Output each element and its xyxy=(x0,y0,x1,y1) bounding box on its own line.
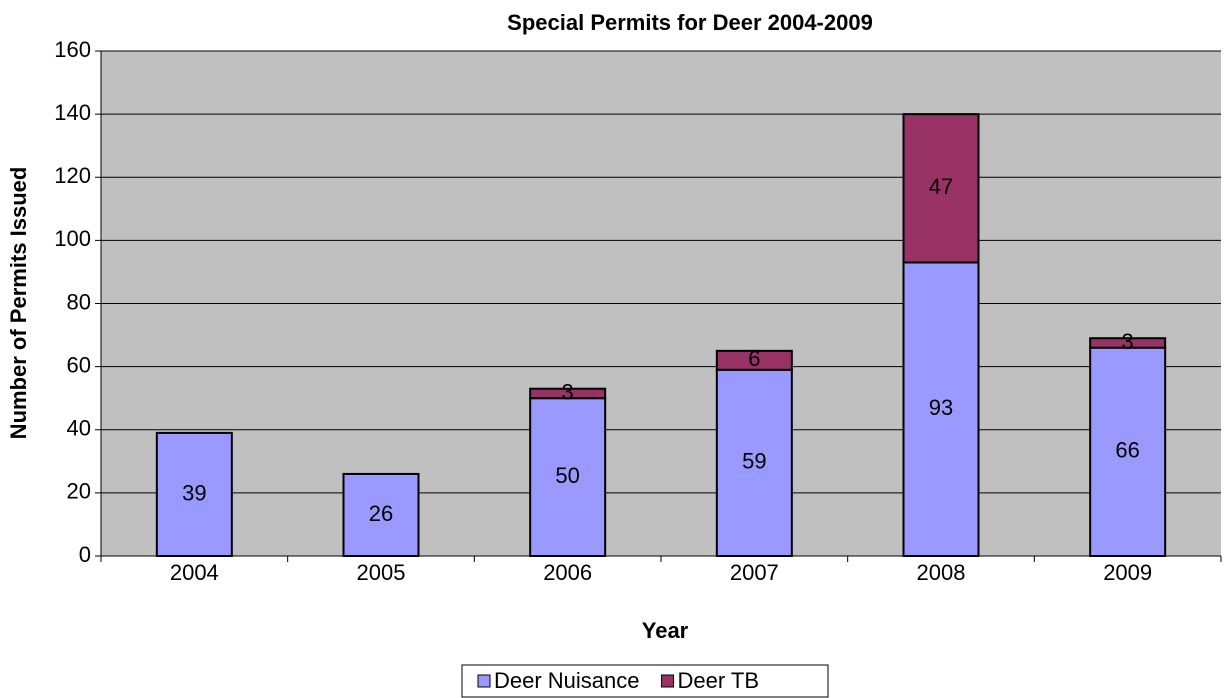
x-tick-label: 2005 xyxy=(357,560,406,585)
data-label: 39 xyxy=(182,480,206,505)
x-axis-label: Year xyxy=(642,618,689,643)
x-tick-label: 2004 xyxy=(170,560,219,585)
data-label: 3 xyxy=(1122,329,1134,354)
bar-segment xyxy=(529,397,607,557)
y-tick-label: 100 xyxy=(54,226,91,251)
y-tick-label: 20 xyxy=(67,479,91,504)
x-tick-label: 2006 xyxy=(543,560,592,585)
data-label: 26 xyxy=(369,501,393,526)
chart-title: Special Permits for Deer 2004-2009 xyxy=(507,10,873,35)
bar-segment xyxy=(342,472,420,557)
legend-swatch xyxy=(477,674,491,688)
x-tick-label: 2008 xyxy=(917,560,966,585)
data-label: 93 xyxy=(929,395,953,420)
legend-label: Deer Nuisance xyxy=(494,668,640,693)
x-tick-label: 2007 xyxy=(730,560,779,585)
bar-segment xyxy=(1089,346,1167,557)
x-tick-label: 2009 xyxy=(1103,560,1152,585)
y-tick-label: 40 xyxy=(67,416,91,441)
bar-segment xyxy=(529,387,607,400)
y-tick-label: 0 xyxy=(79,542,91,567)
legend-label: Deer TB xyxy=(678,668,760,693)
bar-segment xyxy=(715,368,793,557)
legend-box xyxy=(461,664,829,698)
data-label: 47 xyxy=(929,174,953,199)
y-tick-label: 120 xyxy=(54,163,91,188)
y-tick-label: 160 xyxy=(54,37,91,62)
legend-swatch xyxy=(661,674,675,688)
data-label: 66 xyxy=(1115,438,1139,463)
bar-segment xyxy=(902,261,980,557)
y-axis-label: Number of Permits Issued xyxy=(6,167,31,440)
bar-segment xyxy=(155,431,233,557)
data-label: 59 xyxy=(742,449,766,474)
bar-segment xyxy=(715,349,793,371)
data-label: 6 xyxy=(748,346,760,371)
data-label: 50 xyxy=(555,463,579,488)
bar-segment xyxy=(1089,337,1167,349)
bar-segment xyxy=(902,113,980,264)
y-tick-label: 80 xyxy=(67,289,91,314)
y-tick-label: 60 xyxy=(67,352,91,377)
data-label: 3 xyxy=(562,379,574,404)
y-tick-label: 140 xyxy=(54,100,91,125)
